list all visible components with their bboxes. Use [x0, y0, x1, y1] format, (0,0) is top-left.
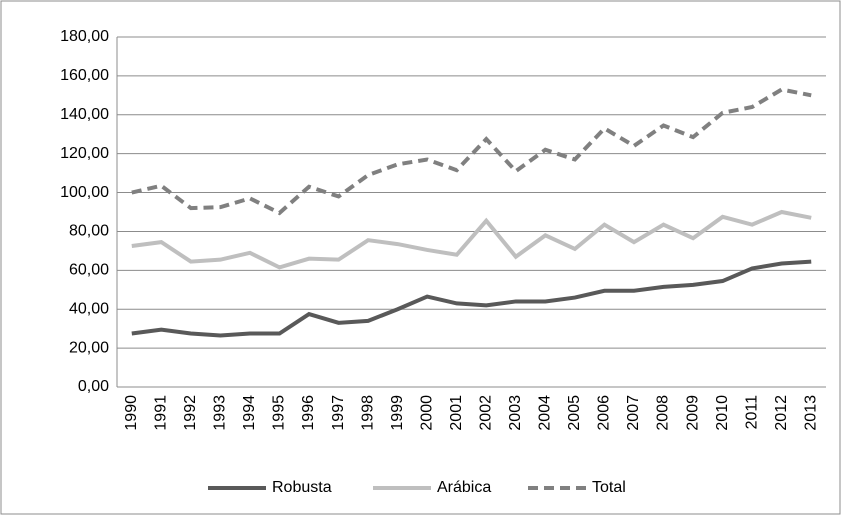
- y-tick-label: 20,00: [69, 339, 109, 356]
- x-tick-label: 2009: [684, 395, 701, 431]
- x-tick-label: 2008: [655, 395, 672, 431]
- y-tick-label: 120,00: [60, 145, 109, 162]
- x-tick-label: 2007: [625, 395, 642, 431]
- x-tick-label: 1992: [182, 395, 199, 431]
- y-tick-label: 180,00: [60, 28, 109, 45]
- x-tick-label: 1997: [330, 395, 347, 431]
- x-tick-label: 1998: [359, 395, 376, 431]
- x-tick-label: 1991: [153, 395, 170, 431]
- legend-label: Total: [592, 479, 626, 496]
- x-tick-label: 2013: [802, 395, 819, 431]
- y-tick-label: 140,00: [60, 106, 109, 123]
- x-tick-label: 2000: [418, 395, 435, 431]
- y-tick-label: 160,00: [60, 67, 109, 84]
- legend-label: Arábica: [437, 479, 491, 496]
- x-tick-label: 2005: [566, 395, 583, 431]
- x-tick-label: 2004: [537, 395, 554, 431]
- x-tick-label: 2002: [477, 395, 494, 431]
- y-tick-label: 60,00: [69, 262, 109, 279]
- x-tick-label: 1999: [389, 395, 406, 431]
- series-line: [131, 209, 812, 270]
- x-tick-label: 2012: [773, 395, 790, 431]
- x-tick-label: 1990: [123, 395, 140, 431]
- x-tick-label: 2003: [507, 395, 524, 431]
- y-tick-label: 0,00: [78, 378, 109, 395]
- series-line: [131, 87, 812, 216]
- x-tick-label: 2010: [714, 395, 731, 431]
- x-tick-label: 1995: [271, 395, 288, 431]
- x-tick-label: 2011: [743, 395, 760, 430]
- x-tick-label: 1994: [241, 395, 258, 431]
- series-line: [131, 259, 812, 338]
- y-tick-label: 80,00: [69, 223, 109, 240]
- y-tick-label: 40,00: [69, 300, 109, 317]
- legend-label: Robusta: [272, 479, 332, 496]
- x-tick-label: 1996: [300, 395, 317, 431]
- x-tick-label: 1993: [212, 395, 229, 431]
- x-tick-label: 2001: [448, 395, 465, 431]
- y-tick-label: 100,00: [60, 184, 109, 201]
- x-tick-label: 2006: [596, 395, 613, 431]
